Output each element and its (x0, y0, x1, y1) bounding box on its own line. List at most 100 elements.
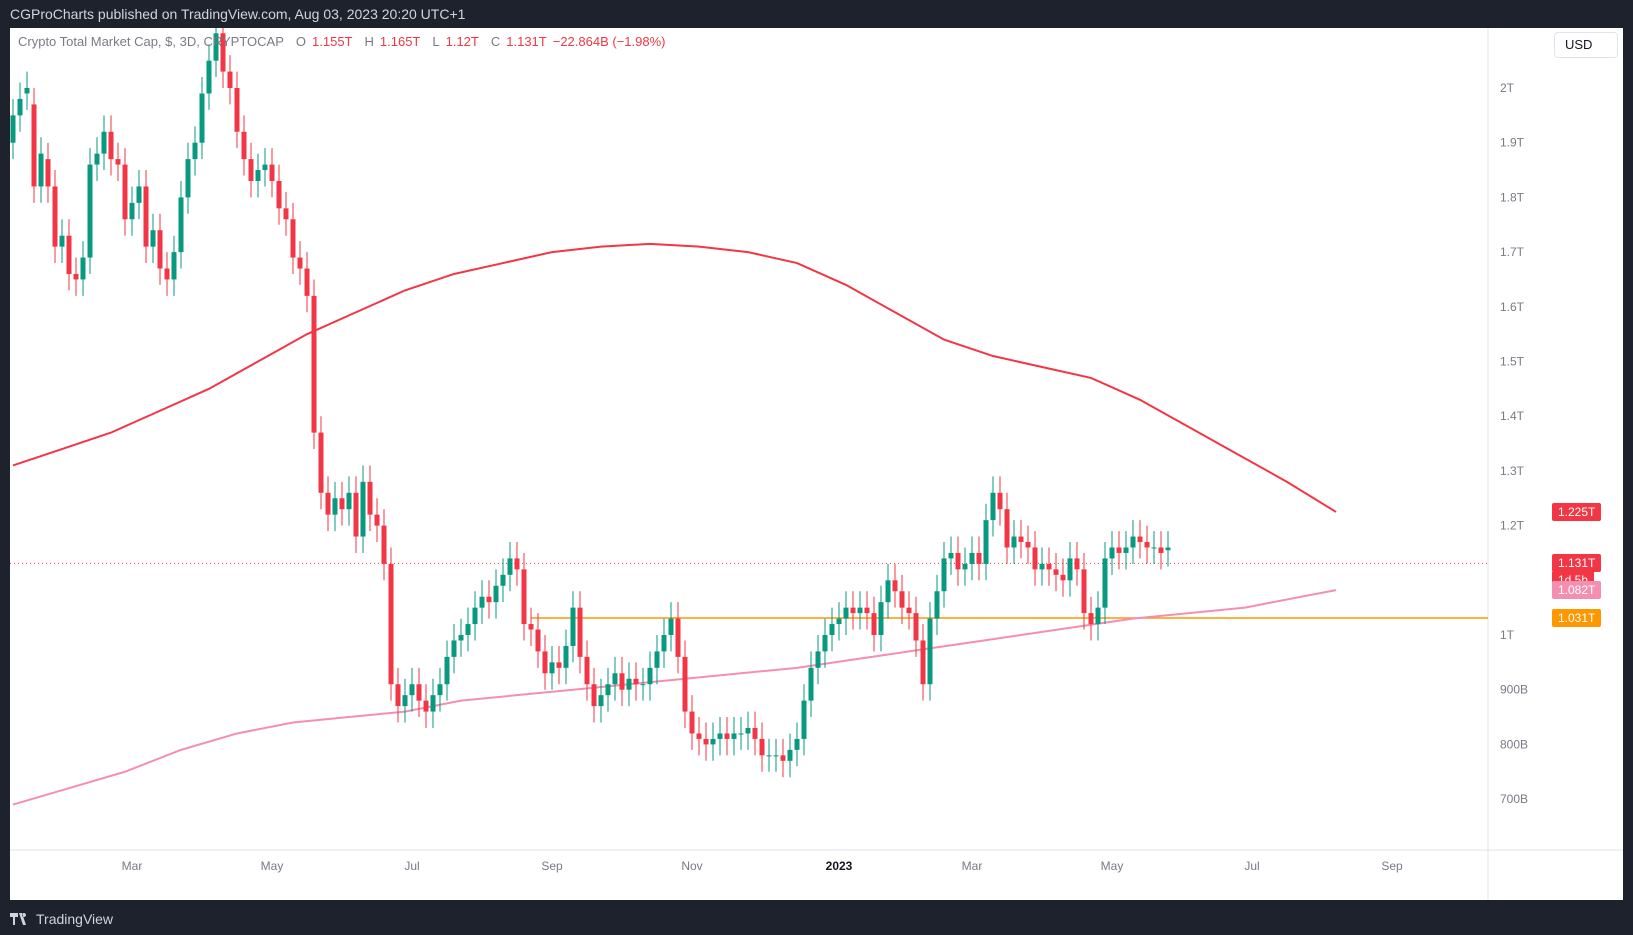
candle-body (241, 131, 247, 160)
candle-body (304, 268, 310, 296)
candle-body (752, 727, 758, 739)
ma-fast-tag: 1.225T (1552, 502, 1602, 521)
candle-body (24, 88, 30, 94)
candle-body (199, 93, 205, 143)
tradingview-icon (10, 912, 27, 925)
chart-panel[interactable]: 2T 1.9T 1.8T 1.7T 1.6T 1.5T 1.4T 1.3T 1.2T 1T 900B… (10, 28, 1623, 900)
symbol-title: Crypto Total Market Cap, $, 3D, CRYPTOCA… (18, 34, 284, 49)
change-value: −22.864B (−1.98%) (552, 34, 666, 49)
currency-button[interactable]: USD (1554, 32, 1618, 58)
candle-body (360, 481, 366, 537)
candle-body (1109, 547, 1115, 559)
candle-body (171, 252, 177, 280)
x-tick-label: Sep (541, 859, 563, 873)
candle-body (913, 613, 919, 641)
candle-body (367, 481, 373, 515)
candle-body (1018, 536, 1024, 543)
candle-body (122, 164, 128, 220)
candle-body (542, 651, 548, 674)
candle-body (1025, 542, 1031, 548)
candle-body (1088, 613, 1094, 625)
ma-slow-tag: 1.082T (1552, 581, 1602, 600)
candle-body (794, 738, 800, 750)
candle-body (283, 208, 289, 220)
tradingview-logo[interactable]: TradingView (0, 911, 113, 927)
candle-body (815, 651, 821, 668)
candle-body (178, 197, 184, 253)
candle-body (1130, 536, 1136, 548)
x-tick-label: Jul (1244, 859, 1259, 873)
candle-body (136, 186, 142, 203)
y-tick-label: 1.2T (1500, 519, 1525, 533)
candle-body (801, 700, 807, 739)
candle-body (108, 131, 114, 160)
candle-body (1081, 569, 1087, 614)
candle-body (906, 607, 912, 614)
candle-body (696, 733, 702, 739)
candle-body (731, 733, 737, 739)
candle-body (829, 624, 835, 635)
candle-body (451, 640, 457, 657)
candle-body (318, 432, 324, 493)
candle-body (584, 656, 590, 685)
candle-body (262, 164, 268, 171)
candle-body (647, 667, 653, 685)
candle-body (332, 498, 338, 515)
candle-body (1067, 558, 1073, 581)
candle-body (1004, 509, 1010, 548)
candle-body (500, 574, 506, 586)
candle-body (507, 558, 513, 575)
candle-body (437, 684, 443, 696)
candle-body (1116, 547, 1122, 553)
candle-body (941, 558, 947, 592)
candle-body (381, 525, 387, 564)
candle-body (227, 71, 233, 88)
candle-body (255, 170, 261, 181)
candle-body (248, 159, 254, 181)
candle-body (1095, 607, 1101, 625)
candle-body (192, 142, 198, 160)
open-label: O (295, 34, 307, 49)
candle-body (633, 678, 639, 685)
candle-body (535, 629, 541, 652)
candle-body (45, 159, 51, 187)
candle-body (1144, 542, 1150, 548)
candle-body (486, 596, 492, 603)
brand-text: TradingView (36, 910, 114, 927)
candle-body (325, 492, 331, 515)
x-tick-label: May (1101, 859, 1124, 873)
candle-body (206, 60, 212, 94)
candle-body (10, 115, 16, 143)
footer-bar: TradingView (0, 902, 1633, 935)
candle-body (311, 295, 317, 433)
candle-body (423, 700, 429, 712)
candle-body (409, 684, 415, 696)
candle-body (416, 684, 422, 701)
close-label: C (490, 34, 501, 49)
candle-body (514, 558, 520, 570)
candle-body (878, 602, 884, 635)
candle-body (850, 607, 856, 614)
candle-body (997, 492, 1003, 510)
y-tick-label: 1.8T (1500, 190, 1525, 204)
x-tick-label: Mar (962, 859, 983, 873)
candle-body (626, 678, 632, 690)
candle-body (1074, 558, 1080, 570)
price-chart[interactable]: 2T 1.9T 1.8T 1.7T 1.6T 1.5T 1.4T 1.3T 1.2T 1T 900B… (10, 28, 1623, 900)
y-tick-label: 1.4T (1500, 409, 1525, 423)
candle-body (164, 268, 170, 280)
publisher-bar: CGProCharts published on TradingView.com… (0, 0, 1633, 28)
candle-body (556, 662, 562, 668)
candle-body (976, 552, 982, 564)
candle-body (591, 684, 597, 707)
candle-body (234, 88, 240, 132)
candle-body (80, 257, 86, 280)
candle-body (1032, 547, 1038, 570)
candle-body (668, 618, 674, 635)
candle-body (710, 738, 716, 745)
candle-body (808, 667, 814, 701)
y-tick-label: 700B (1500, 792, 1528, 806)
candle-body (766, 755, 772, 757)
y-tick-label: 800B (1500, 737, 1528, 751)
candle-body (94, 153, 100, 165)
